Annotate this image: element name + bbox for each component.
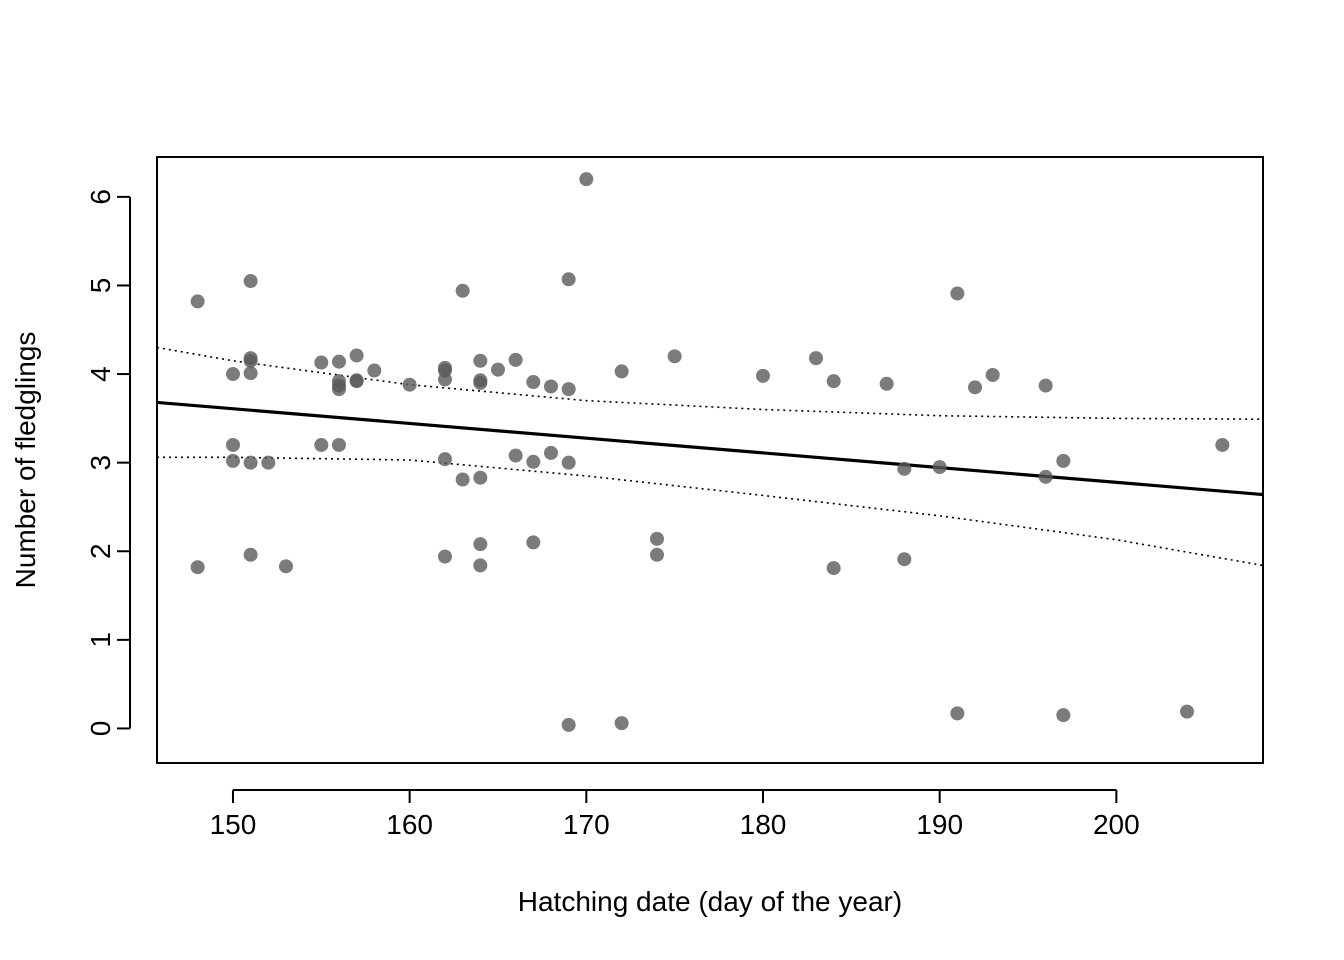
y-tick-label: 5 [85,278,116,294]
data-point [225,367,240,382]
data-point [243,366,258,381]
data-point [1215,437,1230,452]
y-tick-label: 2 [85,543,116,559]
data-point [437,549,452,564]
data-point [243,274,258,289]
y-tick-label: 3 [85,455,116,471]
plot-frame [156,156,1264,764]
data-point [526,375,541,390]
data-point [1056,453,1071,468]
data-point [526,454,541,469]
data-point [402,377,417,392]
fit-line-group [156,400,1264,497]
regression-line [156,400,1264,497]
y-tick-label: 0 [85,721,116,737]
data-point [367,363,382,378]
confidence-band [156,346,1264,567]
data-point [1056,708,1071,723]
data-point [932,460,947,475]
data-point [897,461,912,476]
data-point [1038,469,1053,484]
data-point [543,379,558,394]
data-point [473,558,488,573]
x-tick-label: 190 [916,809,963,840]
x-tick-label: 160 [386,809,433,840]
data-point [526,535,541,550]
data-point [455,472,470,487]
data-point [278,559,293,574]
data-point [225,437,240,452]
data-point [473,470,488,485]
data-point [649,547,664,562]
data-point [561,455,576,470]
x-axis: 150 160 170 180 190 200 [210,789,1140,840]
data-point [437,372,452,387]
data-point [1180,704,1195,719]
data-point [243,353,258,368]
x-tick-label: 170 [563,809,610,840]
data-point [349,374,364,389]
data-point [756,368,771,383]
data-point [473,375,488,390]
data-point [314,437,329,452]
data-point [826,561,841,576]
data-point [243,455,258,470]
data-point [225,453,240,468]
data-point [314,355,329,370]
confidence-band-lower [157,456,1264,567]
data-point [968,380,983,395]
y-axis-title: Number of fledglings [10,332,41,589]
data-point [543,445,558,460]
data-point [261,455,276,470]
data-point [950,286,965,301]
data-point [331,382,346,397]
data-point [473,353,488,368]
data-point [349,348,364,363]
data-point [473,537,488,552]
data-point [579,172,594,187]
data-points [190,172,1230,732]
data-point [826,374,841,389]
x-tick-label: 150 [210,809,257,840]
data-point [243,547,258,562]
data-point [649,531,664,546]
data-point [331,354,346,369]
y-tick-label: 4 [85,366,116,382]
data-point [897,552,912,567]
data-point [331,437,346,452]
data-point [667,349,682,364]
data-point [879,376,894,391]
data-point [561,717,576,732]
data-point [809,351,824,366]
y-axis: 0 1 2 3 4 5 6 [85,189,131,737]
data-point [490,362,505,377]
data-point [561,272,576,287]
y-tick-label: 1 [85,632,116,648]
data-point [561,382,576,397]
data-point [985,367,1000,382]
x-axis-title: Hatching date (day of the year) [518,886,902,917]
data-point [614,364,629,379]
data-point [190,294,205,309]
x-tick-label: 200 [1093,809,1140,840]
data-point [508,448,523,463]
data-point [950,706,965,721]
data-point [437,452,452,467]
data-point [1038,378,1053,393]
x-tick-label: 180 [740,809,787,840]
data-point [190,560,205,575]
data-point [508,352,523,367]
y-tick-label: 6 [85,189,116,205]
data-point [455,283,470,298]
data-point [614,716,629,731]
